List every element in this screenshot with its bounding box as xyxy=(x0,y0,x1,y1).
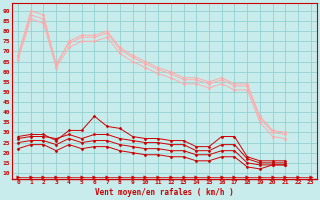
X-axis label: Vent moyen/en rafales ( km/h ): Vent moyen/en rafales ( km/h ) xyxy=(95,188,234,197)
